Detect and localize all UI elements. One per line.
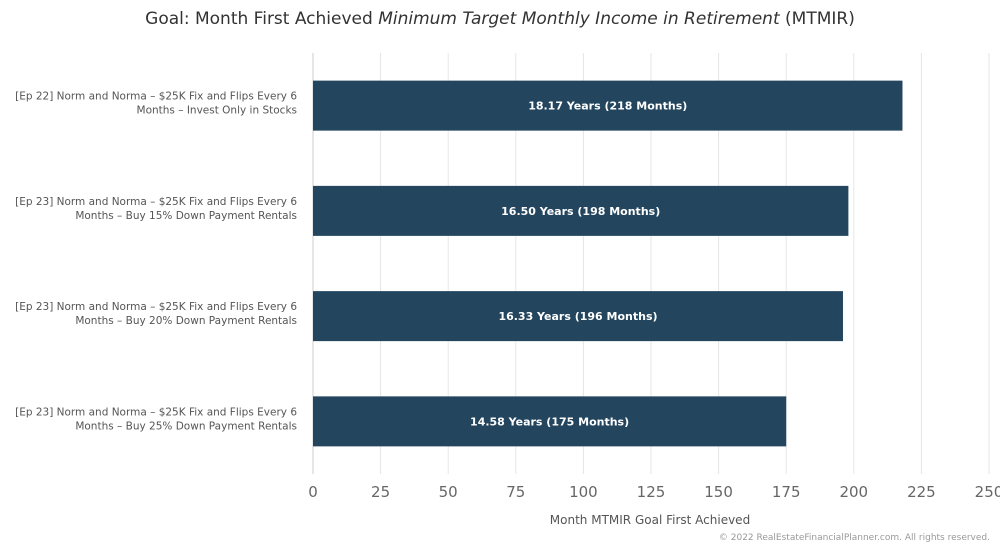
chart-title: Goal: Month First Achieved Minimum Targe… [145, 9, 855, 29]
category-label: [Ep 23] Norm and Norma – $25K Fix and Fl… [15, 301, 297, 327]
bar-data-label: 16.33 Years (196 Months) [498, 310, 657, 323]
chart-title-part: (MTMIR) [780, 9, 855, 29]
category-label: [Ep 22] Norm and Norma – $25K Fix and Fl… [15, 91, 297, 117]
category-label-line: [Ep 23] Norm and Norma – $25K Fix and Fl… [15, 301, 297, 313]
bar-data-label: 16.50 Years (198 Months) [501, 205, 660, 218]
chart-title-part: Goal: Month First Achieved [145, 9, 378, 29]
category-label: [Ep 23] Norm and Norma – $25K Fix and Fl… [15, 406, 297, 432]
x-tick-label: 75 [506, 483, 525, 501]
x-tick-label: 0 [308, 483, 318, 501]
x-tick-label: 25 [371, 483, 390, 501]
x-axis-ticks: 0 25 50 75 100 125 150 175 200 225 250 [308, 483, 1000, 501]
category-label-line: [Ep 23] Norm and Norma – $25K Fix and Fl… [15, 196, 297, 208]
x-tick-label: 50 [439, 483, 458, 501]
bars: 18.17 Years (218 Months) 16.50 Years (198… [313, 80, 903, 447]
category-labels: [Ep 22] Norm and Norma – $25K Fix and Fl… [15, 91, 297, 433]
credits: © 2022 RealEstateFinancialPlanner.com. A… [719, 533, 990, 543]
x-tick-label: 125 [637, 483, 666, 501]
category-label: [Ep 23] Norm and Norma – $25K Fix and Fl… [15, 196, 297, 222]
category-label-line: Months – Buy 25% Down Payment Rentals [75, 420, 297, 432]
bar[interactable] [313, 396, 787, 447]
bar-data-label: 18.17 Years (218 Months) [528, 100, 687, 113]
x-tick-label: 225 [907, 483, 936, 501]
x-tick-label: 250 [975, 483, 1000, 501]
category-label-line: [Ep 22] Norm and Norma – $25K Fix and Fl… [15, 91, 297, 103]
category-label-line: [Ep 23] Norm and Norma – $25K Fix and Fl… [15, 406, 297, 418]
x-tick-label: 175 [772, 483, 801, 501]
bar-data-label: 14.58 Years (175 Months) [470, 415, 629, 428]
category-label-line: Months – Invest Only in Stocks [137, 105, 297, 117]
category-label-line: Months – Buy 20% Down Payment Rentals [75, 315, 297, 327]
category-label-line: Months – Buy 15% Down Payment Rentals [75, 210, 297, 222]
bar[interactable] [313, 291, 843, 342]
x-tick-label: 200 [839, 483, 868, 501]
x-tick-label: 100 [569, 483, 598, 501]
bar[interactable] [313, 185, 849, 236]
x-tick-label: 150 [704, 483, 733, 501]
bar[interactable] [313, 80, 903, 131]
chart-title-part: Minimum Target Monthly Income in Retirem… [378, 9, 781, 29]
x-axis-title: Month MTMIR Goal First Achieved [550, 513, 750, 527]
